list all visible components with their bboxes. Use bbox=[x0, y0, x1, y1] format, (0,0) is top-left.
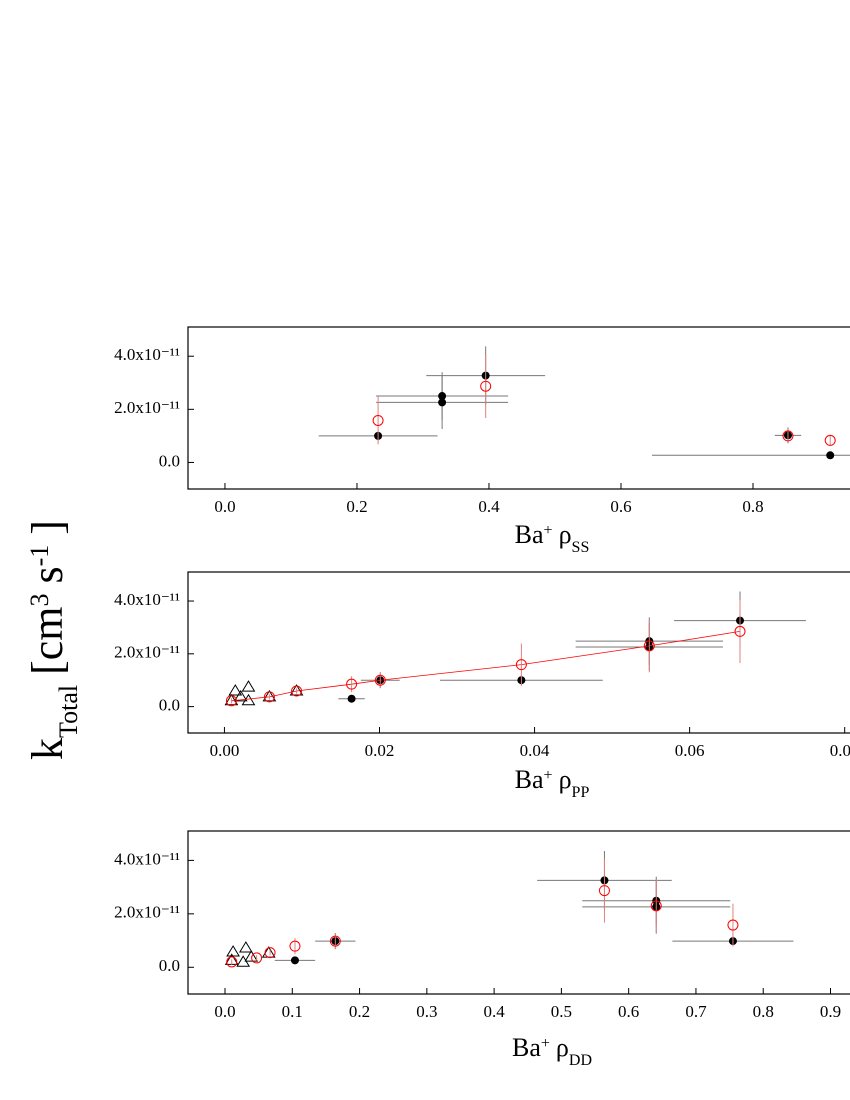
plot-frame bbox=[187, 326, 850, 490]
point bbox=[264, 947, 276, 959]
point bbox=[224, 693, 239, 706]
y-tick-label: 4.0x10⁻¹¹ bbox=[114, 590, 180, 609]
y-label-part: s bbox=[23, 566, 72, 583]
y-label-part: k bbox=[23, 738, 72, 760]
x-label-sup: + bbox=[544, 522, 553, 539]
point bbox=[727, 919, 739, 931]
point bbox=[225, 695, 237, 707]
y-tick-label: 2.0x10⁻¹¹ bbox=[114, 643, 180, 662]
point bbox=[263, 691, 275, 703]
x-tick-label: 0.08 bbox=[830, 741, 850, 760]
point bbox=[372, 414, 384, 426]
x-tick-label: 0.9 bbox=[820, 1002, 841, 1021]
x-tick-label: 0.5 bbox=[551, 1002, 572, 1021]
point bbox=[291, 685, 303, 697]
point bbox=[826, 451, 835, 460]
y-label-part: [cm bbox=[23, 606, 72, 674]
x-label-base: Ba bbox=[512, 1033, 541, 1062]
point bbox=[241, 693, 256, 706]
x-tick-label: 0.3 bbox=[416, 1002, 437, 1021]
point bbox=[290, 956, 299, 965]
point bbox=[226, 945, 240, 957]
x-tick-label: 0.8 bbox=[753, 1002, 774, 1021]
y-label-part: -1 bbox=[25, 545, 54, 567]
point bbox=[346, 678, 358, 690]
point bbox=[824, 434, 836, 446]
point bbox=[643, 640, 655, 652]
x-tick-label: 0.1 bbox=[282, 1002, 303, 1021]
point bbox=[480, 380, 492, 392]
x-tick-label: 0.6 bbox=[618, 1002, 639, 1021]
series-line bbox=[231, 630, 741, 702]
x-tick-label: 0.4 bbox=[483, 1002, 505, 1021]
x-tick-label: 0.2 bbox=[349, 1002, 370, 1021]
point bbox=[289, 684, 304, 696]
x-label-base: Ba bbox=[515, 520, 544, 549]
y-label-part: Total bbox=[54, 685, 83, 738]
point bbox=[241, 680, 256, 692]
point bbox=[238, 941, 253, 953]
x-label-base: Ba bbox=[515, 765, 544, 794]
y-tick-label: 0.0 bbox=[159, 956, 180, 975]
point bbox=[347, 694, 356, 703]
panel: 0.0 2.0x10⁻¹¹ 4.0x10⁻¹¹ 0.0 0.2 0.4 0.6 0.8 Ba+ ρ… bbox=[114, 326, 850, 556]
panel: 0.0 2.0x10⁻¹¹ 4.0x10⁻¹¹ 0.0 0.1 0.2 0.3 0.4 0.5 0… bbox=[114, 830, 850, 1069]
x-tick-label: 0.00 bbox=[210, 741, 240, 760]
x-tick-label: 0.6 bbox=[610, 497, 631, 516]
x-tick-label: 0.7 bbox=[685, 1002, 707, 1021]
x-tick-label: 0.0 bbox=[214, 497, 235, 516]
point bbox=[515, 659, 527, 671]
y-label-part: 3 bbox=[25, 593, 54, 606]
y-tick-label: 0.0 bbox=[159, 451, 180, 470]
x-label-sub: SS bbox=[572, 539, 590, 556]
plot-frame bbox=[187, 830, 850, 995]
x-label-sup: + bbox=[541, 1035, 550, 1052]
x-label-symbol: ρ bbox=[559, 520, 572, 549]
point bbox=[598, 885, 610, 897]
point bbox=[244, 950, 259, 962]
x-axis-label: Ba+ ρDD bbox=[512, 1033, 592, 1069]
x-tick-label: 0.4 bbox=[478, 497, 500, 516]
y-tick-label: 0.0 bbox=[159, 696, 180, 715]
y-tick-label: 2.0x10⁻¹¹ bbox=[114, 903, 180, 922]
x-tick-label: 0.8 bbox=[742, 497, 763, 516]
y-tick-label: 4.0x10⁻¹¹ bbox=[114, 345, 180, 364]
point bbox=[374, 674, 386, 686]
point bbox=[226, 956, 238, 968]
x-label-symbol: ρ bbox=[556, 1033, 569, 1062]
y-label-part: ] bbox=[23, 520, 72, 535]
x-axis-label: Ba+ ρPP bbox=[515, 765, 590, 801]
point bbox=[251, 952, 263, 964]
x-label-sub: PP bbox=[572, 784, 590, 801]
x-tick-label: 0.04 bbox=[520, 741, 550, 760]
point bbox=[289, 940, 301, 952]
y-tick-label: 2.0x10⁻¹¹ bbox=[114, 398, 180, 417]
x-axis-label: Ba+ ρSS bbox=[515, 520, 590, 556]
point bbox=[233, 689, 248, 702]
point bbox=[438, 398, 447, 407]
x-label-sub: DD bbox=[569, 1052, 592, 1069]
x-tick-label: 0.2 bbox=[346, 497, 367, 516]
x-label-sup: + bbox=[544, 767, 553, 784]
point bbox=[734, 625, 746, 637]
point bbox=[329, 935, 341, 947]
x-label-symbol: ρ bbox=[559, 765, 572, 794]
point bbox=[438, 392, 447, 401]
point bbox=[650, 900, 662, 912]
y-tick-label: 4.0x10⁻¹¹ bbox=[114, 849, 180, 868]
x-tick-label: 0.02 bbox=[365, 741, 395, 760]
x-tick-label: 0.06 bbox=[675, 741, 705, 760]
x-tick-label: 0.0 bbox=[214, 1002, 235, 1021]
point bbox=[782, 430, 794, 442]
point bbox=[228, 684, 243, 696]
panel: 0.0 2.0x10⁻¹¹ 4.0x10⁻¹¹ 0.00 0.02 0.04 0.06 0.0… bbox=[114, 571, 850, 801]
y-axis-label: kTotal [cm3 s-1] bbox=[23, 520, 83, 760]
plot-frame bbox=[187, 571, 850, 734]
